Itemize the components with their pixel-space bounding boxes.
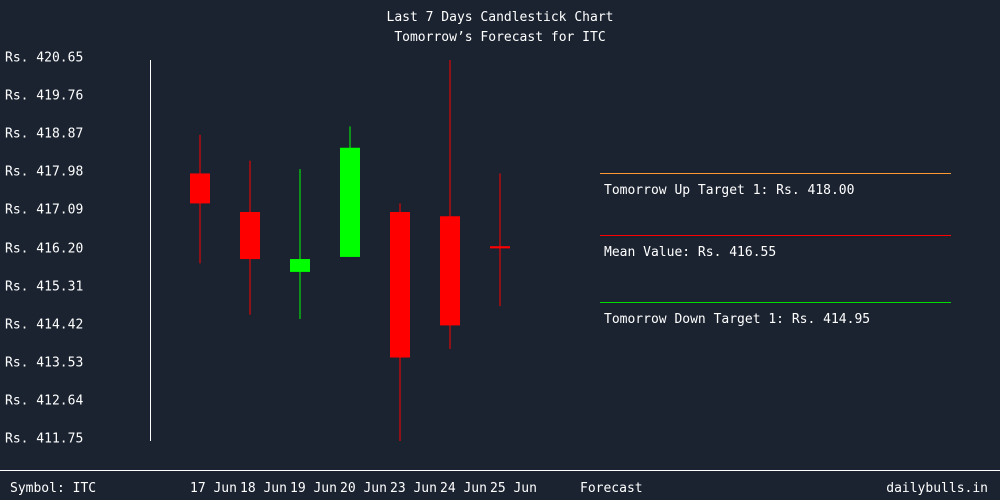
y-tick-label: Rs. 417.98 <box>5 164 84 180</box>
x-tick-label: 23 Jun <box>390 481 437 496</box>
y-tick-label: Rs. 419.76 <box>5 88 84 104</box>
brand-label[interactable]: dailybulls.in <box>886 481 988 496</box>
candle-body <box>290 259 310 272</box>
chart-title: Last 7 Days Candlestick Chart <box>386 10 614 25</box>
symbol-label: Symbol: ITC <box>10 481 97 496</box>
bottom-rule <box>0 470 1000 471</box>
x-tick-label: 18 Jun <box>240 481 287 496</box>
y-tick-label: Rs. 412.64 <box>5 393 84 409</box>
x-tick-label: 17 Jun <box>190 481 237 496</box>
target-label-mean: Mean Value: Rs. 416.55 <box>604 245 777 260</box>
y-tick-label: Rs. 414.42 <box>5 317 84 333</box>
candle-body <box>390 211 410 358</box>
target-line-down <box>600 302 951 303</box>
candles-group <box>190 60 510 441</box>
target-line-up <box>600 173 951 174</box>
candle-body <box>340 147 360 257</box>
candlestick-plot <box>150 60 510 441</box>
chart-subtitle: Tomorrow’s Forecast for ITC <box>394 30 606 45</box>
y-tick-label: Rs. 418.87 <box>5 126 84 142</box>
y-tick-label: Rs. 413.53 <box>5 355 84 371</box>
candle-body <box>490 246 510 249</box>
x-tick-label: 25 Jun <box>490 481 537 496</box>
x-tick-label: 24 Jun <box>440 481 487 496</box>
y-tick-label: Rs. 415.31 <box>5 279 84 295</box>
target-label-up: Tomorrow Up Target 1: Rs. 418.00 <box>604 183 855 198</box>
x-tick-label: 19 Jun <box>290 481 337 496</box>
target-line-mean <box>600 235 951 236</box>
y-tick-label: Rs. 417.09 <box>5 202 84 218</box>
candle-body <box>190 173 210 204</box>
candle-body <box>240 211 260 260</box>
candle-body <box>440 216 460 326</box>
y-tick-label: Rs. 420.65 <box>5 50 84 66</box>
target-label-down: Tomorrow Down Target 1: Rs. 414.95 <box>604 312 871 327</box>
x-tick-label: 20 Jun <box>340 481 387 496</box>
y-tick-label: Rs. 411.75 <box>5 431 84 447</box>
y-tick-label: Rs. 416.20 <box>5 241 84 256</box>
forecast-label: Forecast <box>580 481 643 496</box>
